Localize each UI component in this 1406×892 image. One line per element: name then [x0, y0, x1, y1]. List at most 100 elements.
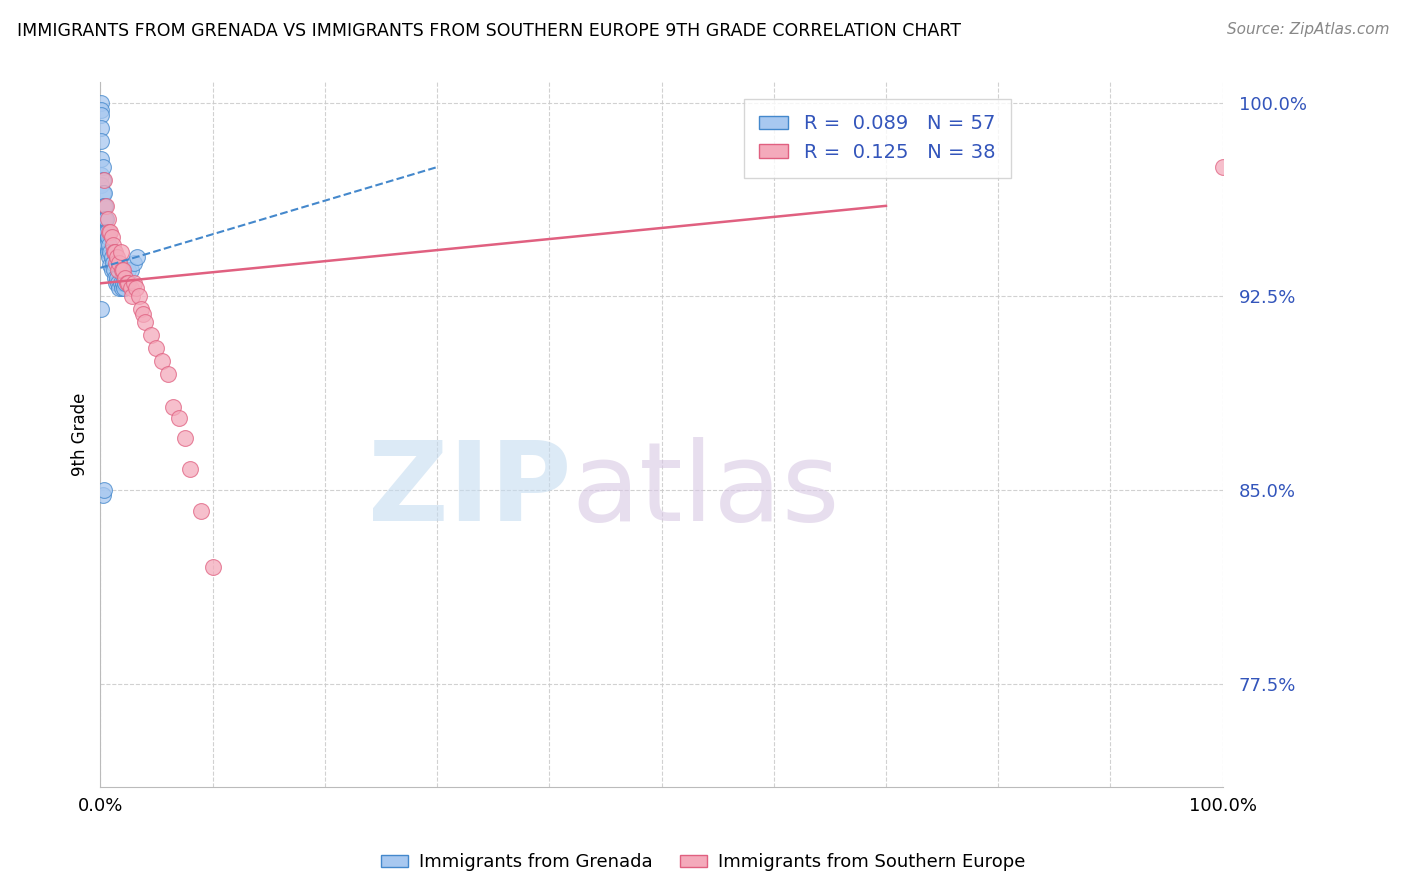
Legend: R =  0.089   N = 57, R =  0.125   N = 38: R = 0.089 N = 57, R = 0.125 N = 38: [744, 99, 1011, 178]
Point: [90, 108, 112, 122]
Point: [122, 255, 145, 269]
Text: Source: ZipAtlas.com: Source: ZipAtlas.com: [1226, 22, 1389, 37]
Point: [156, 367, 179, 381]
Point: [93, 225, 115, 239]
Point: [162, 401, 184, 415]
Text: ZIP: ZIP: [368, 437, 572, 544]
Point: [90, 134, 112, 148]
Text: atlas: atlas: [572, 437, 841, 544]
Point: [134, 315, 156, 329]
Point: [93, 199, 115, 213]
Point: [129, 302, 152, 317]
Point: [97, 230, 120, 244]
Point: [98, 251, 121, 265]
Point: [112, 281, 135, 295]
Point: [107, 263, 129, 277]
Point: [201, 560, 224, 574]
Point: [105, 277, 128, 291]
Point: [96, 225, 118, 239]
Point: [173, 431, 195, 445]
Point: [111, 263, 134, 277]
Point: [100, 230, 122, 244]
Point: [100, 258, 122, 272]
Point: [111, 263, 134, 277]
Point: [90, 178, 112, 193]
Point: [101, 237, 124, 252]
Point: [90, 103, 112, 118]
Legend: Immigrants from Grenada, Immigrants from Southern Europe: Immigrants from Grenada, Immigrants from…: [374, 847, 1032, 879]
Point: [117, 277, 139, 291]
Point: [91, 225, 114, 239]
Point: [145, 341, 167, 355]
Point: [120, 263, 142, 277]
Point: [114, 271, 136, 285]
Point: [115, 271, 138, 285]
Point: [100, 263, 122, 277]
Point: [93, 211, 115, 226]
Point: [93, 186, 115, 200]
Point: [114, 277, 136, 291]
Point: [90, 95, 112, 110]
Point: [150, 353, 173, 368]
Point: [93, 237, 115, 252]
Point: [110, 277, 132, 291]
Point: [1212, 160, 1234, 174]
Point: [108, 281, 131, 295]
Point: [100, 225, 122, 239]
Point: [103, 263, 125, 277]
Point: [90, 153, 112, 167]
Point: [91, 488, 114, 502]
Point: [105, 271, 128, 285]
Point: [122, 277, 145, 291]
Point: [132, 307, 155, 321]
Point: [90, 121, 112, 136]
Point: [98, 225, 121, 239]
Point: [107, 277, 129, 291]
Point: [94, 211, 117, 226]
Point: [91, 237, 114, 252]
Point: [90, 168, 112, 182]
Point: [104, 271, 127, 285]
Point: [139, 328, 162, 343]
Point: [101, 255, 124, 269]
Point: [110, 245, 132, 260]
Point: [97, 245, 120, 260]
Point: [125, 281, 148, 295]
Point: [120, 281, 142, 295]
Point: [98, 237, 121, 252]
Point: [111, 281, 134, 295]
Point: [94, 225, 117, 239]
Point: [94, 237, 117, 252]
Point: [167, 410, 190, 425]
Point: [108, 255, 131, 269]
Point: [93, 173, 115, 187]
Point: [94, 237, 117, 252]
Point: [117, 277, 139, 291]
Point: [117, 263, 139, 277]
Point: [94, 199, 117, 213]
Point: [121, 289, 143, 303]
Point: [91, 211, 114, 226]
Point: [90, 302, 112, 317]
Point: [94, 225, 117, 239]
Point: [93, 483, 115, 497]
Point: [97, 211, 120, 226]
Point: [128, 289, 150, 303]
Point: [91, 160, 114, 174]
Point: [127, 251, 149, 265]
Point: [105, 255, 128, 269]
Point: [96, 237, 118, 252]
Point: [104, 245, 127, 260]
Y-axis label: 9th Grade: 9th Grade: [72, 392, 89, 476]
Text: IMMIGRANTS FROM GRENADA VS IMMIGRANTS FROM SOUTHERN EUROPE 9TH GRADE CORRELATION: IMMIGRANTS FROM GRENADA VS IMMIGRANTS FR…: [17, 22, 960, 40]
Point: [100, 245, 122, 260]
Point: [91, 173, 114, 187]
Point: [100, 251, 122, 265]
Point: [105, 251, 128, 265]
Point: [91, 186, 114, 200]
Point: [94, 211, 117, 226]
Point: [190, 503, 212, 517]
Point: [91, 199, 114, 213]
Point: [179, 462, 201, 476]
Point: [111, 277, 134, 291]
